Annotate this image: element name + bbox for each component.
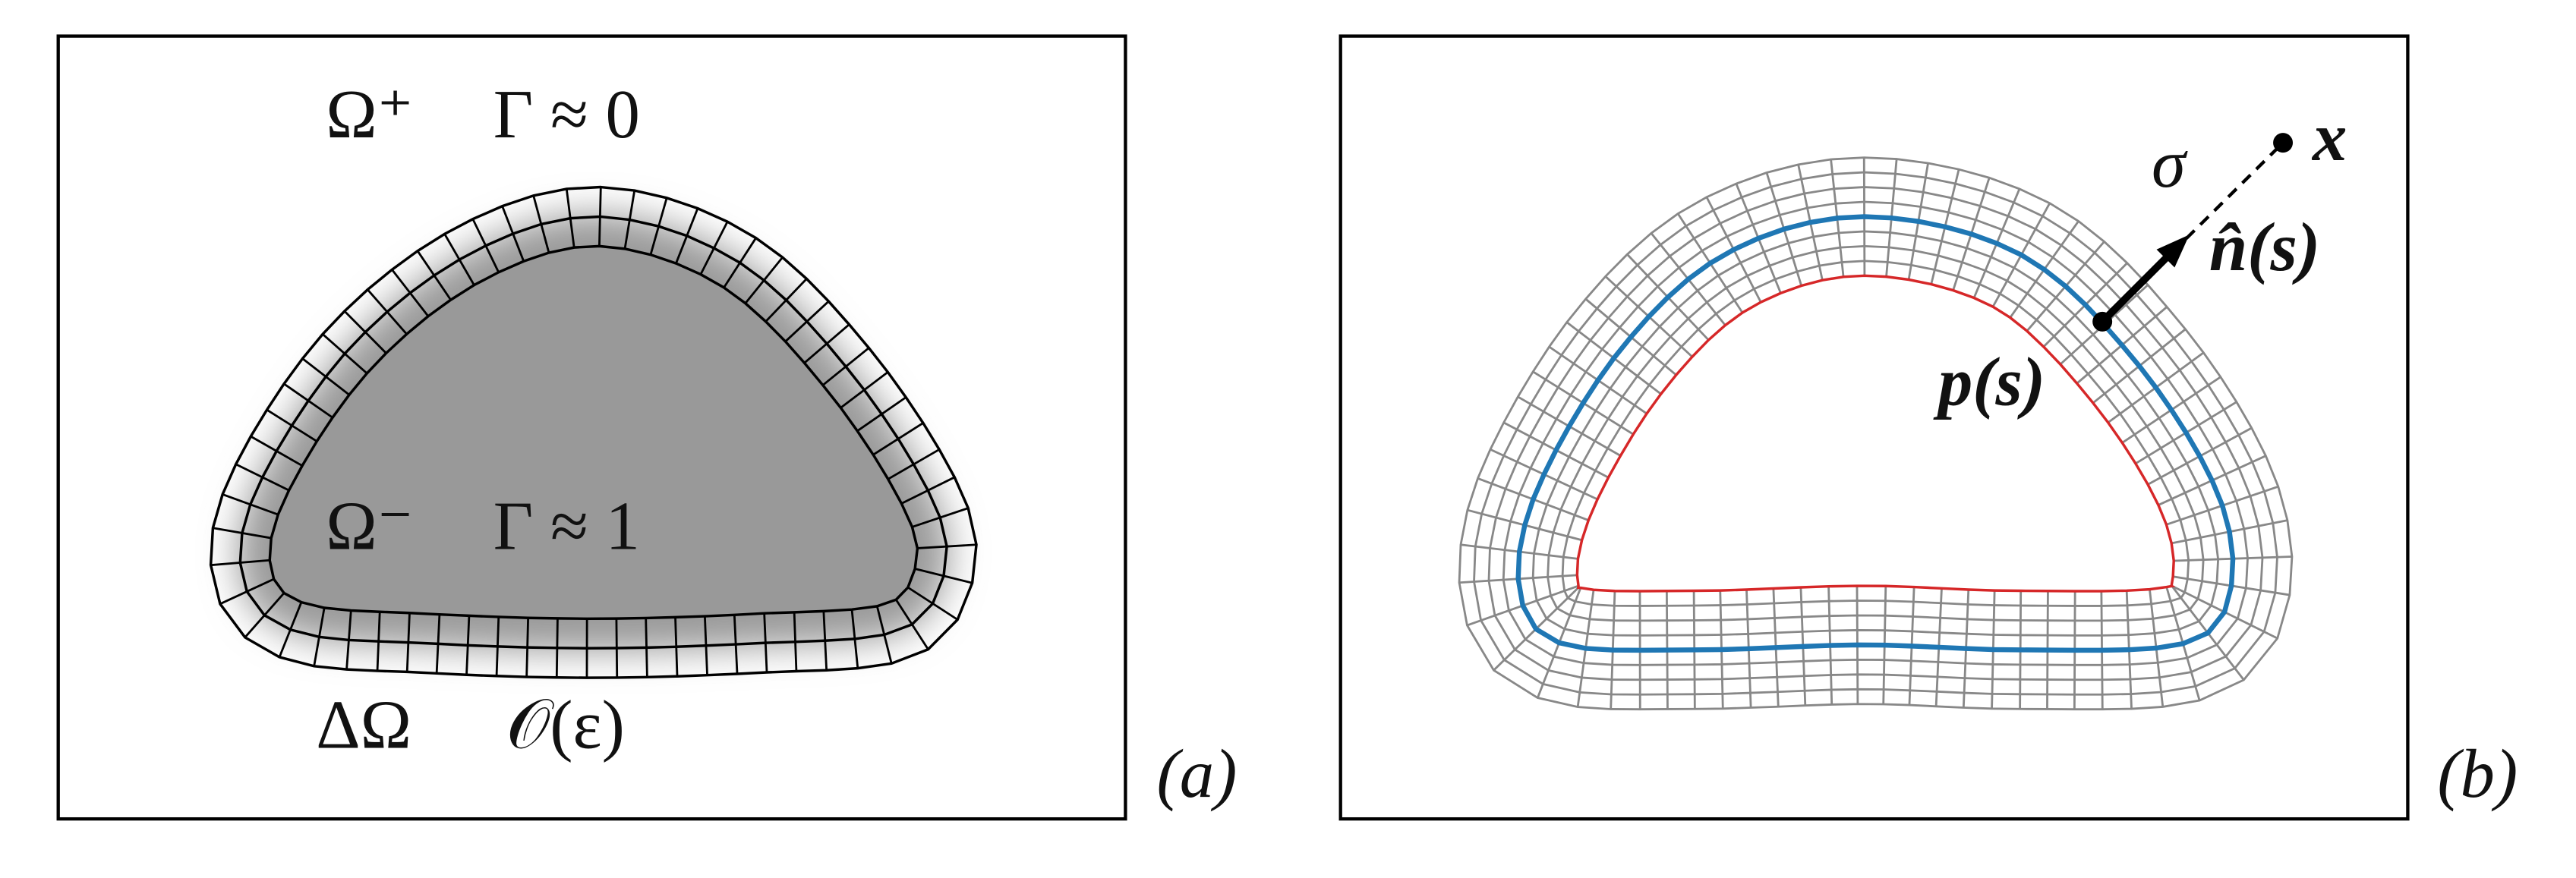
- mesh-line: [501, 206, 525, 262]
- mid-curve: [1515, 214, 2236, 653]
- mesh-line: [244, 592, 285, 638]
- mesh-line: [367, 288, 408, 335]
- mesh-line: [343, 310, 387, 354]
- mesh-line: [822, 611, 828, 671]
- mesh-line: [821, 347, 870, 386]
- mesh-line: [313, 607, 326, 666]
- mesh-line: [763, 613, 768, 673]
- mesh-line: [895, 599, 929, 650]
- mesh-line: [850, 609, 859, 669]
- panel-a-frame: [56, 34, 1127, 821]
- mesh-line: [900, 476, 955, 505]
- mesh-line: [675, 208, 699, 264]
- mesh-line: [765, 278, 808, 323]
- mesh-line: [872, 422, 924, 456]
- label: σ: [2152, 125, 2188, 202]
- mesh-line: [875, 606, 893, 664]
- mesh-line: [597, 187, 602, 247]
- mesh-line: [266, 408, 318, 442]
- mesh-line: [914, 568, 973, 584]
- panel-a-shape: [209, 185, 978, 679]
- mesh-line: [283, 382, 333, 419]
- mesh-line: [793, 612, 798, 672]
- mesh-line: [784, 301, 830, 343]
- mesh-line: [250, 435, 303, 467]
- label: ΔΩ: [316, 686, 411, 763]
- mesh-line: [278, 602, 303, 658]
- label: Ω⁻: [326, 488, 413, 565]
- band-line: [209, 185, 978, 679]
- mesh-line: [744, 256, 784, 304]
- panel-b-frame: [1338, 34, 2410, 821]
- mesh-line: [803, 323, 850, 364]
- mesh-line: [210, 559, 270, 567]
- mesh-line: [649, 197, 668, 256]
- mesh-line: [856, 396, 907, 432]
- mesh-line: [213, 527, 272, 540]
- mesh-line: [723, 237, 757, 288]
- mesh-line: [405, 612, 411, 672]
- mesh-line: [235, 463, 290, 492]
- mesh-line: [391, 269, 430, 317]
- mesh-line: [435, 614, 441, 674]
- inner-curve: [1575, 274, 2176, 593]
- mesh-line: [911, 507, 969, 528]
- mesh-line: [1547, 244, 2205, 622]
- mesh-line: [322, 333, 368, 374]
- mesh-line: [219, 577, 275, 606]
- mesh-line: [645, 618, 648, 678]
- mesh-line: [674, 617, 679, 677]
- label: p(s): [1933, 343, 2045, 420]
- mesh-line: [703, 615, 708, 675]
- mesh-line: [1458, 156, 2294, 711]
- mesh-line: [532, 195, 550, 253]
- mesh-line: [623, 190, 636, 250]
- mesh-line: [465, 615, 471, 675]
- mesh-line: [416, 250, 452, 301]
- mesh-line: [222, 493, 279, 516]
- mesh-line: [471, 219, 500, 273]
- label: x: [2311, 99, 2347, 175]
- mesh-line: [565, 188, 575, 248]
- mesh-line: [917, 543, 977, 549]
- label: Γ ≈ 0: [493, 76, 640, 153]
- inner-region: [270, 246, 918, 619]
- mesh-line: [525, 618, 530, 678]
- normal-arrow: [2092, 133, 2294, 332]
- label: n̂(s): [2209, 209, 2320, 285]
- mesh-line: [907, 586, 958, 621]
- label: 𝒪(ε): [506, 686, 625, 763]
- mesh-line: [615, 618, 619, 678]
- mesh-line: [840, 371, 889, 409]
- panel-tag: (b): [2437, 735, 2518, 812]
- mesh-line: [345, 610, 352, 670]
- mesh-line: [443, 233, 475, 286]
- mesh-line: [495, 616, 500, 676]
- mesh-line: [733, 615, 739, 675]
- mesh-line: [888, 448, 940, 480]
- label: Γ ≈ 1: [493, 488, 640, 565]
- label: Ω⁺: [326, 76, 413, 153]
- mesh-line: [699, 221, 729, 275]
- mesh-line: [301, 357, 350, 396]
- panel-b-shape: [1458, 156, 2294, 711]
- mesh-line: [376, 612, 381, 672]
- panel-tag: (a): [1156, 735, 1237, 812]
